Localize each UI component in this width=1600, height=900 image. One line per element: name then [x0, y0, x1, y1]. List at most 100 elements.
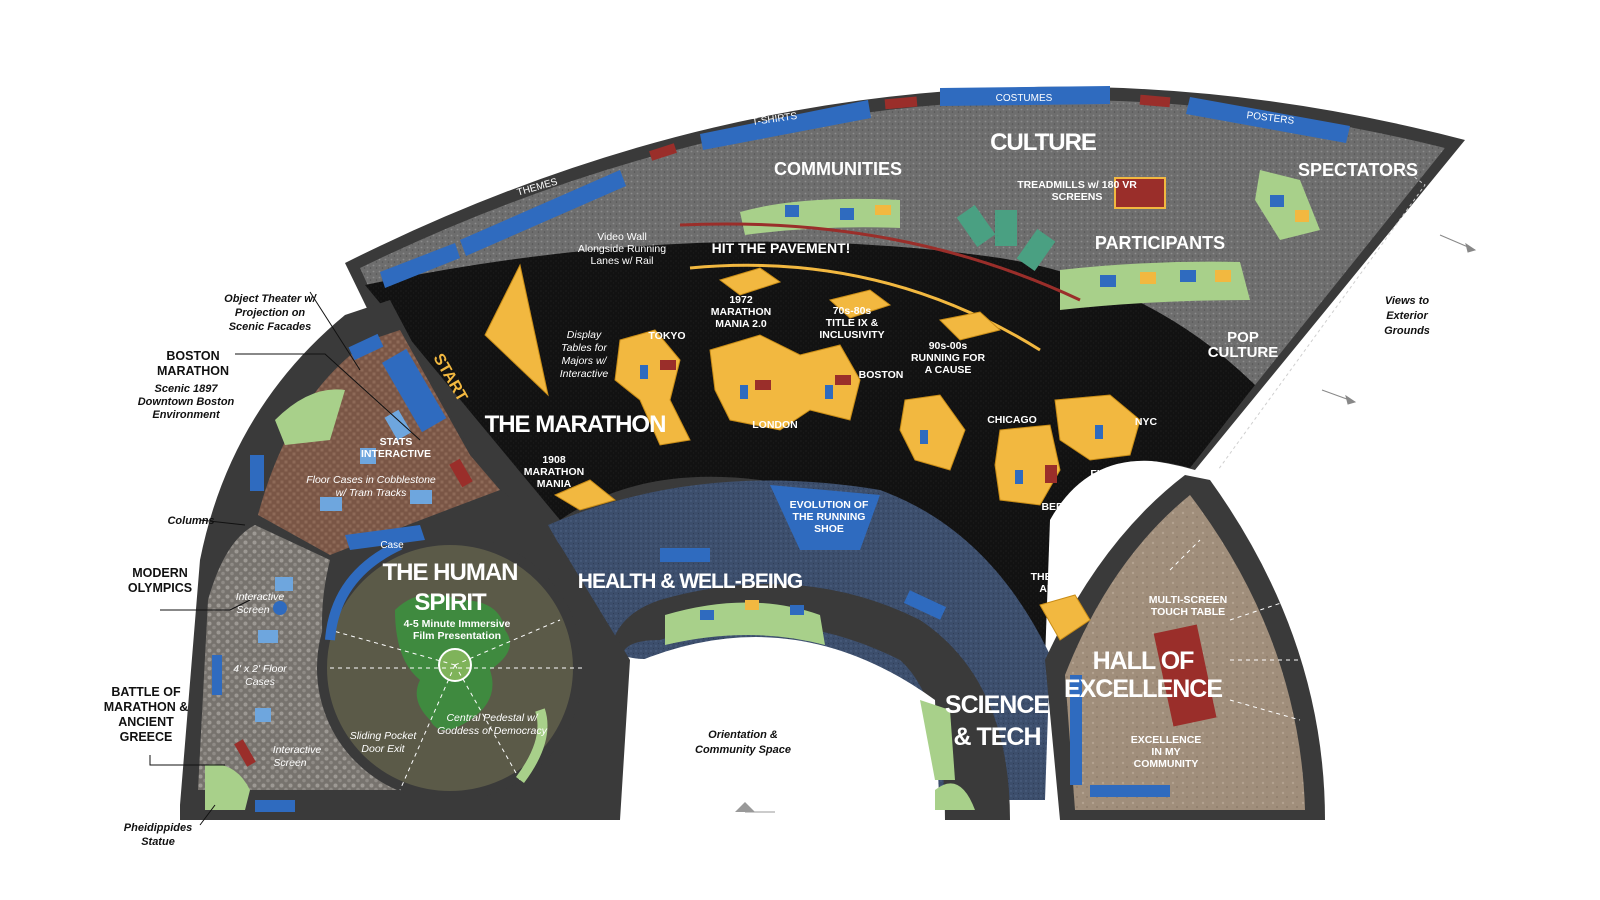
- label-digital: w/ DIGITAL: [1092, 481, 1149, 493]
- ext-community-space: Community Space: [695, 744, 791, 756]
- label-boston: BOSTON: [859, 369, 904, 381]
- start-panel: [382, 348, 447, 433]
- zone-title-pop-culture: CULTURE: [1208, 344, 1279, 361]
- leader-lines: [149, 291, 421, 826]
- label-clock: CLOCK: [1102, 494, 1140, 506]
- ext-boston: BOSTON: [166, 349, 219, 363]
- glass-curtain-wall: [1217, 169, 1426, 471]
- label-stats: STATS: [380, 436, 413, 448]
- ext-exterior: Exterior: [1386, 310, 1428, 322]
- ext-grounds: Grounds: [1384, 325, 1430, 337]
- label-tram-tracks: w/ Tram Tracks: [336, 487, 408, 499]
- orientation-space-cutout: [610, 584, 1010, 820]
- zone-title-excellence: EXCELLENCE: [1064, 675, 1222, 703]
- zone-title-the-human: THE HUMAN: [383, 559, 518, 586]
- label-display-tables-3: Majors w/: [562, 355, 608, 367]
- zone-title-pop: POP: [1227, 329, 1259, 346]
- label-inclusivity: INCLUSIVITY: [819, 329, 884, 341]
- science-tables: [920, 700, 975, 810]
- label-video-wall-2: Alongside Running: [578, 243, 666, 255]
- interior-labels: TREADMILLS w/ 180 VR SCREENS Video Wall …: [233, 179, 1227, 770]
- zone-title-spirit: SPIRIT: [414, 589, 487, 616]
- zone-title-the-marathon: THE MARATHON: [485, 411, 666, 438]
- ext-olympics: OLYMPICS: [128, 581, 192, 595]
- label-title-ix: TITLE IX &: [826, 317, 879, 329]
- treadmills: [956, 177, 1166, 272]
- label-floor-cases: Floor Cases in Cobblestone: [306, 474, 436, 486]
- marathon-red-cases: [660, 360, 1057, 483]
- label-shoe: SHOE: [814, 523, 844, 535]
- zone-title-communities: COMMUNITIES: [774, 159, 902, 179]
- label-film: 4-5 Minute Immersive: [404, 618, 511, 630]
- label-door-exit: Door Exit: [361, 743, 405, 755]
- label-90s00s: 90s-00s: [929, 340, 968, 352]
- projection-lines: [329, 619, 585, 791]
- compass-icon: [735, 802, 775, 813]
- label-running-cause: RUNNING FOR: [911, 352, 985, 364]
- zone-title-hall-of: HALL OF: [1093, 647, 1195, 675]
- label-cases: Cases: [245, 676, 276, 688]
- outer-wall-panels: [380, 86, 1350, 288]
- label-evolution-shoe: EVOLUTION OF: [790, 499, 869, 511]
- olympics-stone-floor: [198, 525, 400, 790]
- marathon-screens: [640, 365, 1103, 484]
- ext-battle-of: BATTLE OF: [111, 685, 181, 699]
- label-road-ahead: THE ROAD: [1031, 571, 1086, 583]
- ext-scenic-1897: Scenic 1897: [155, 383, 219, 395]
- running-lane-rail: [679, 222, 1081, 302]
- wall-label-costumes: COSTUMES: [996, 93, 1053, 104]
- zone-title-health-wellbeing: HEALTH & WELL-BEING: [578, 570, 803, 593]
- label-display-tables-2: Tables for: [561, 342, 607, 354]
- ext-modern: MODERN: [132, 566, 188, 580]
- spectators-tables: [1255, 170, 1320, 240]
- label-display-tables-4: Interactive: [560, 368, 609, 380]
- wall-label-case: Case: [380, 540, 404, 551]
- label-sliding-door: Sliding Pocket: [350, 730, 418, 742]
- label-berlin: BERLIN: [1041, 501, 1080, 513]
- olympics-cases: [205, 525, 425, 812]
- zone-title-participants: PARTICIPANTS: [1095, 233, 1225, 253]
- view-arrows: [1321, 234, 1477, 405]
- label-screen-2: Screen: [273, 757, 306, 769]
- label-film-2: Film Presentation: [413, 630, 501, 642]
- label-stats-interactive: INTERACTIVE: [361, 448, 431, 460]
- label-multi-screen: MULTI-SCREEN: [1149, 594, 1228, 606]
- zone-title-hit-the-pavement: HIT THE PAVEMENT!: [712, 240, 851, 256]
- label-interactive-screen-2: Interactive: [273, 744, 322, 756]
- label-70s80s: 70s-80s: [833, 305, 872, 317]
- participants-tables: [1060, 261, 1250, 310]
- label-chicago: CHICAGO: [987, 414, 1037, 426]
- label-running: THE RUNNING: [793, 511, 866, 523]
- hall-floor-panel: [1090, 785, 1170, 797]
- ext-environment: Environment: [152, 409, 221, 421]
- label-1972: 1972: [729, 294, 753, 306]
- ext-views-to: Views to: [1385, 295, 1429, 307]
- label-video-wall: Video Wall: [597, 231, 647, 243]
- label-treadmills: TREADMILLS w/ 180 VR: [1017, 179, 1137, 191]
- label-floor-cases-4x2: 4' x 2' Floor: [233, 663, 287, 675]
- spirit-green-arc: [515, 708, 548, 783]
- zone-title-spectators: SPECTATORS: [1298, 160, 1418, 180]
- health-tables: [660, 485, 947, 645]
- label-tokyo: TOKYO: [648, 330, 685, 342]
- ext-marathon-and: MARATHON &: [104, 700, 188, 714]
- label-finish-line: FINISH LINE: [1090, 468, 1151, 480]
- zone-title-science: SCIENCE: [945, 691, 1049, 719]
- label-nyc: NYC: [1135, 416, 1158, 428]
- boston-cobble-floor: [258, 330, 500, 555]
- label-1972-marathon: MARATHON: [711, 306, 771, 318]
- label-touch-table: TOUCH TABLE: [1151, 606, 1225, 618]
- ext-object-theater: Object Theater w/: [224, 293, 318, 305]
- label-display-tables: Display: [567, 329, 602, 341]
- label-in-my: IN MY: [1151, 746, 1180, 758]
- ext-scenic-facades: Scenic Facades: [229, 321, 312, 333]
- label-1972-mania: MANIA 2.0: [715, 318, 767, 330]
- label-video-wall-3: Lanes w/ Rail: [590, 255, 653, 267]
- label-pedestal: Central Pedestal w/: [446, 712, 538, 724]
- zone-title-and-tech: & TECH: [953, 723, 1040, 751]
- spirit-screen-arc: [325, 540, 403, 641]
- boston-cases: [250, 333, 473, 511]
- hall-sightlines: [1169, 539, 1301, 721]
- multi-screen-touch-table: [1153, 624, 1217, 727]
